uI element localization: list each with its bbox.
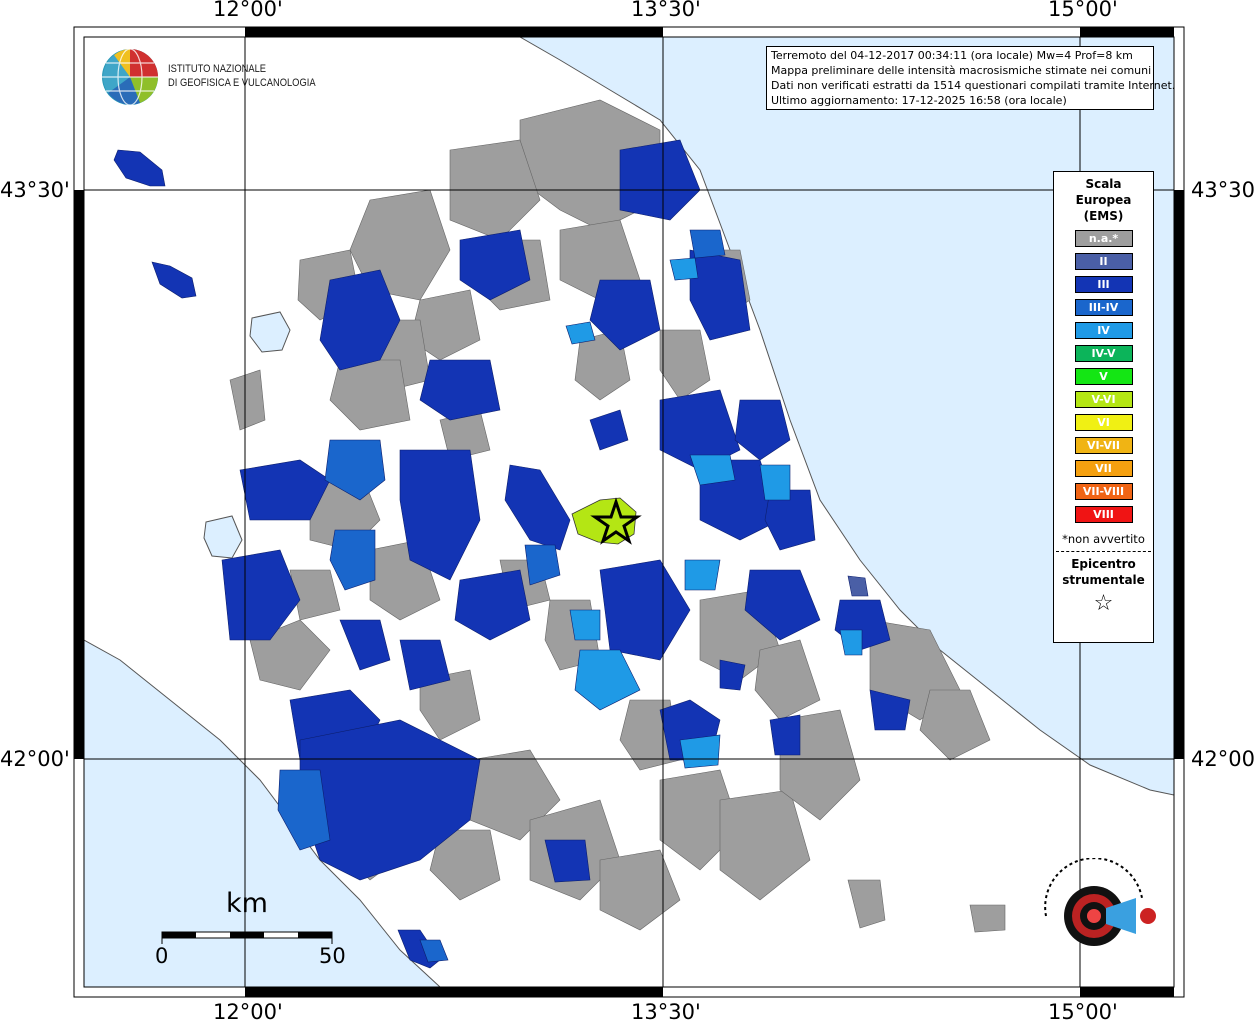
legend-note: *non avvertito <box>1062 532 1145 546</box>
scale-unit: km <box>226 888 268 919</box>
legend-swatch: VII <box>1074 460 1133 477</box>
lon-label-top-1: 12°00' <box>213 0 283 21</box>
legend-swatch: n.a.* <box>1074 230 1133 247</box>
legend: Scala Europea (EMS) n.a.* II III III-IV IV IV… <box>1053 171 1154 643</box>
legend-swatch: II <box>1074 253 1133 270</box>
epicenter-star-icon: ☆ <box>1093 591 1114 616</box>
region-ems-iii <box>113 139 911 969</box>
legend-swatch: VIII <box>1074 506 1133 523</box>
lat-label-left-2: 42°00' <box>0 747 70 771</box>
legend-swatch: IV-V <box>1074 345 1133 362</box>
legend-swatch: III <box>1074 276 1133 293</box>
lon-label-bottom-1: 12°00' <box>213 1000 283 1024</box>
region-ems-iv <box>565 257 863 769</box>
legend-swatch: IV <box>1074 322 1133 339</box>
lat-label-right-1: 43°30' <box>1191 178 1256 202</box>
scale-min: 0 <box>155 944 169 968</box>
info-line: Terremoto del 04-12-2017 00:34:11 (ora l… <box>771 49 1133 62</box>
region-ems-ii <box>847 575 869 597</box>
info-line: Mappa preliminare delle intensità macros… <box>771 64 1152 77</box>
legend-swatch: VI <box>1074 414 1133 431</box>
scale-max: 50 <box>319 944 346 968</box>
legend-swatch: III-IV <box>1074 299 1133 316</box>
lon-label-top-2: 13°30' <box>631 0 701 21</box>
legend-swatch: VI-VII <box>1074 437 1133 454</box>
lon-label-top-3: 15°00' <box>1048 0 1118 21</box>
lon-label-bottom-3: 15°00' <box>1048 1000 1118 1024</box>
lat-label-right-2: 42°00' <box>1191 747 1256 771</box>
lat-label-left-1: 43°30' <box>0 178 70 202</box>
legend-title: Scala Europea (EMS) <box>1075 177 1132 223</box>
legend-swatch: VII-VIII <box>1074 483 1133 500</box>
haisentito-logo-icon <box>1044 858 1156 946</box>
legend-swatch: V <box>1074 368 1133 385</box>
region-ems-iii-iv <box>277 229 726 963</box>
epicenter-star <box>590 497 642 545</box>
scale-bar <box>161 931 333 944</box>
legend-swatch: V-VI <box>1074 391 1133 408</box>
lon-label-bottom-2: 13°30' <box>631 1000 701 1024</box>
info-line: Ultimo aggiornamento: 17-12-2025 16:58 (… <box>771 94 1067 107</box>
legend-epicenter-label: Epicentro strumentale <box>1062 557 1145 587</box>
ingv-logo-icon <box>102 48 158 106</box>
legend-divider <box>1056 551 1151 552</box>
ingv-name: ISTITUTO NAZIONALE DI GEOFISICA E VULCAN… <box>168 63 316 89</box>
info-line: Dati non verificati estratti da 1514 que… <box>771 79 1176 92</box>
region-na <box>229 99 1006 933</box>
map-frame <box>73 26 1185 998</box>
graticule <box>84 37 1174 987</box>
lake <box>249 311 291 353</box>
event-info-box: Terremoto del 04-12-2017 00:34:11 (ora l… <box>766 46 1176 110</box>
